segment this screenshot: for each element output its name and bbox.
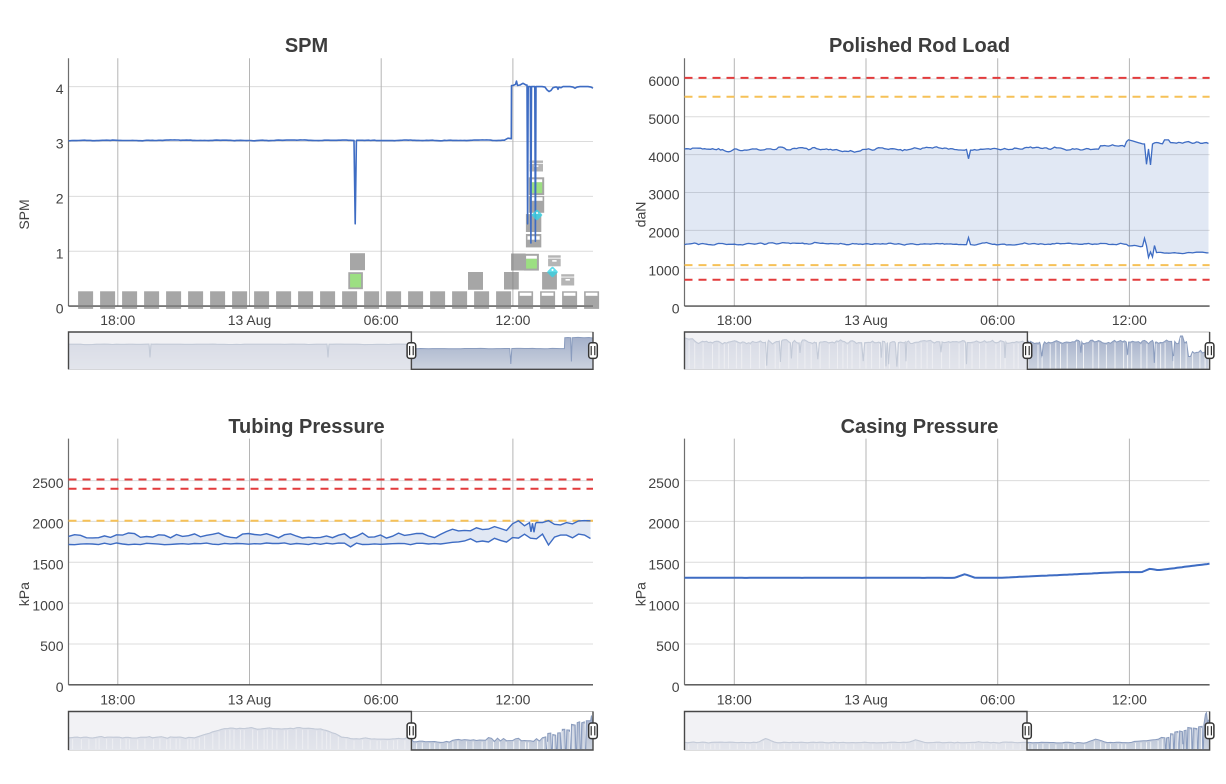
svg-text:1000: 1000 xyxy=(648,262,679,278)
svg-text:3000: 3000 xyxy=(648,187,679,203)
svg-text:1000: 1000 xyxy=(32,597,63,613)
svg-text:18:00: 18:00 xyxy=(717,692,752,708)
svg-text:1000: 1000 xyxy=(648,597,679,613)
svg-text:kPa: kPa xyxy=(633,582,649,606)
svg-text:daN: daN xyxy=(633,202,649,228)
svg-text:18:00: 18:00 xyxy=(717,312,752,328)
svg-text:2000: 2000 xyxy=(32,516,63,532)
svg-text:4000: 4000 xyxy=(648,149,679,165)
svg-text:0: 0 xyxy=(56,679,64,695)
svg-text:6000: 6000 xyxy=(648,73,679,89)
svg-text:12:00: 12:00 xyxy=(1112,692,1147,708)
svg-text:4: 4 xyxy=(56,81,64,97)
svg-text:500: 500 xyxy=(40,638,64,654)
svg-text:13 Aug: 13 Aug xyxy=(228,312,272,328)
svg-text:SPM: SPM xyxy=(16,199,32,229)
svg-text:5000: 5000 xyxy=(648,111,679,127)
svg-text:0: 0 xyxy=(672,679,680,695)
svg-text:06:00: 06:00 xyxy=(364,692,399,708)
svg-text:Polished Rod Load: Polished Rod Load xyxy=(829,35,1010,57)
svg-text:13 Aug: 13 Aug xyxy=(228,692,272,708)
svg-text:kPa: kPa xyxy=(16,582,32,606)
svg-text:1: 1 xyxy=(56,245,64,261)
svg-text:3: 3 xyxy=(56,136,64,152)
svg-text:500: 500 xyxy=(656,638,680,654)
svg-text:SPM: SPM xyxy=(285,35,328,57)
svg-text:1500: 1500 xyxy=(648,557,679,573)
svg-text:2500: 2500 xyxy=(648,475,679,491)
svg-text:2000: 2000 xyxy=(648,225,679,241)
svg-text:12:00: 12:00 xyxy=(1112,312,1147,328)
svg-text:12:00: 12:00 xyxy=(495,692,530,708)
svg-text:2: 2 xyxy=(56,191,64,207)
svg-text:0: 0 xyxy=(672,300,680,316)
svg-text:1500: 1500 xyxy=(32,557,63,573)
svg-text:0: 0 xyxy=(56,300,64,316)
svg-text:13 Aug: 13 Aug xyxy=(844,312,888,328)
svg-text:12:00: 12:00 xyxy=(495,312,530,328)
svg-text:Casing Pressure: Casing Pressure xyxy=(841,416,999,438)
svg-text:18:00: 18:00 xyxy=(100,312,135,328)
svg-text:06:00: 06:00 xyxy=(980,692,1015,708)
svg-text:06:00: 06:00 xyxy=(364,312,399,328)
svg-text:13 Aug: 13 Aug xyxy=(844,692,888,708)
svg-text:06:00: 06:00 xyxy=(980,312,1015,328)
svg-text:18:00: 18:00 xyxy=(100,692,135,708)
svg-text:2500: 2500 xyxy=(32,475,63,491)
svg-text:Tubing Pressure: Tubing Pressure xyxy=(228,416,384,438)
svg-text:2000: 2000 xyxy=(648,516,679,532)
